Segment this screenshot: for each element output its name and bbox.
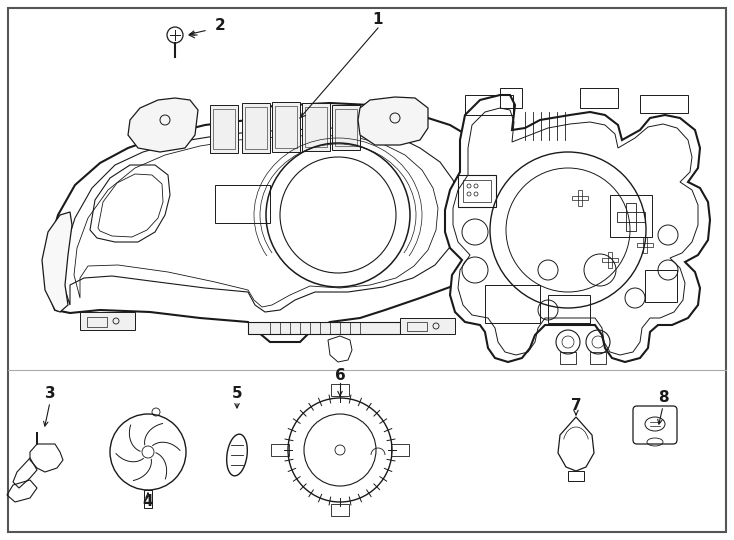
Bar bbox=[242, 103, 270, 153]
Bar bbox=[391, 444, 409, 456]
Bar bbox=[602, 258, 618, 262]
Bar bbox=[500, 88, 522, 108]
Bar bbox=[637, 243, 653, 247]
Bar bbox=[485, 285, 540, 323]
Bar bbox=[465, 95, 513, 115]
Bar bbox=[302, 103, 330, 151]
Bar bbox=[578, 190, 582, 206]
Bar bbox=[560, 352, 576, 364]
Bar bbox=[458, 175, 496, 207]
Bar bbox=[248, 322, 400, 334]
Bar bbox=[332, 105, 360, 150]
Bar bbox=[590, 352, 606, 364]
Bar bbox=[144, 490, 152, 508]
Bar bbox=[610, 195, 652, 237]
Bar bbox=[617, 212, 645, 222]
Bar bbox=[331, 384, 349, 396]
Text: 2: 2 bbox=[214, 17, 225, 32]
Text: 5: 5 bbox=[232, 386, 242, 401]
Bar bbox=[213, 109, 235, 149]
Bar bbox=[331, 504, 349, 516]
Bar bbox=[463, 180, 491, 202]
Text: 6: 6 bbox=[335, 368, 346, 382]
Text: 8: 8 bbox=[658, 390, 669, 406]
Polygon shape bbox=[42, 212, 72, 312]
Bar bbox=[245, 107, 267, 149]
Polygon shape bbox=[358, 97, 428, 145]
Bar bbox=[400, 318, 455, 334]
Text: 4: 4 bbox=[142, 495, 153, 510]
Bar bbox=[608, 252, 612, 268]
Bar bbox=[643, 237, 647, 253]
Text: 7: 7 bbox=[571, 397, 581, 413]
Bar bbox=[87, 317, 107, 327]
Bar bbox=[210, 105, 238, 153]
Bar bbox=[645, 270, 677, 302]
Bar bbox=[568, 471, 584, 481]
Bar bbox=[407, 322, 427, 331]
Polygon shape bbox=[128, 98, 198, 152]
Bar bbox=[580, 88, 618, 108]
Polygon shape bbox=[445, 95, 710, 362]
Bar bbox=[640, 95, 688, 113]
Bar bbox=[572, 196, 588, 200]
Text: 3: 3 bbox=[45, 386, 55, 401]
Bar bbox=[305, 107, 327, 147]
Bar bbox=[626, 203, 636, 231]
Polygon shape bbox=[45, 103, 500, 342]
Bar bbox=[335, 109, 357, 146]
Bar bbox=[548, 295, 590, 323]
Bar bbox=[271, 444, 289, 456]
Bar bbox=[272, 102, 300, 152]
Bar bbox=[275, 106, 297, 148]
Text: 1: 1 bbox=[373, 12, 383, 28]
Bar bbox=[215, 185, 270, 223]
Bar bbox=[80, 312, 135, 330]
